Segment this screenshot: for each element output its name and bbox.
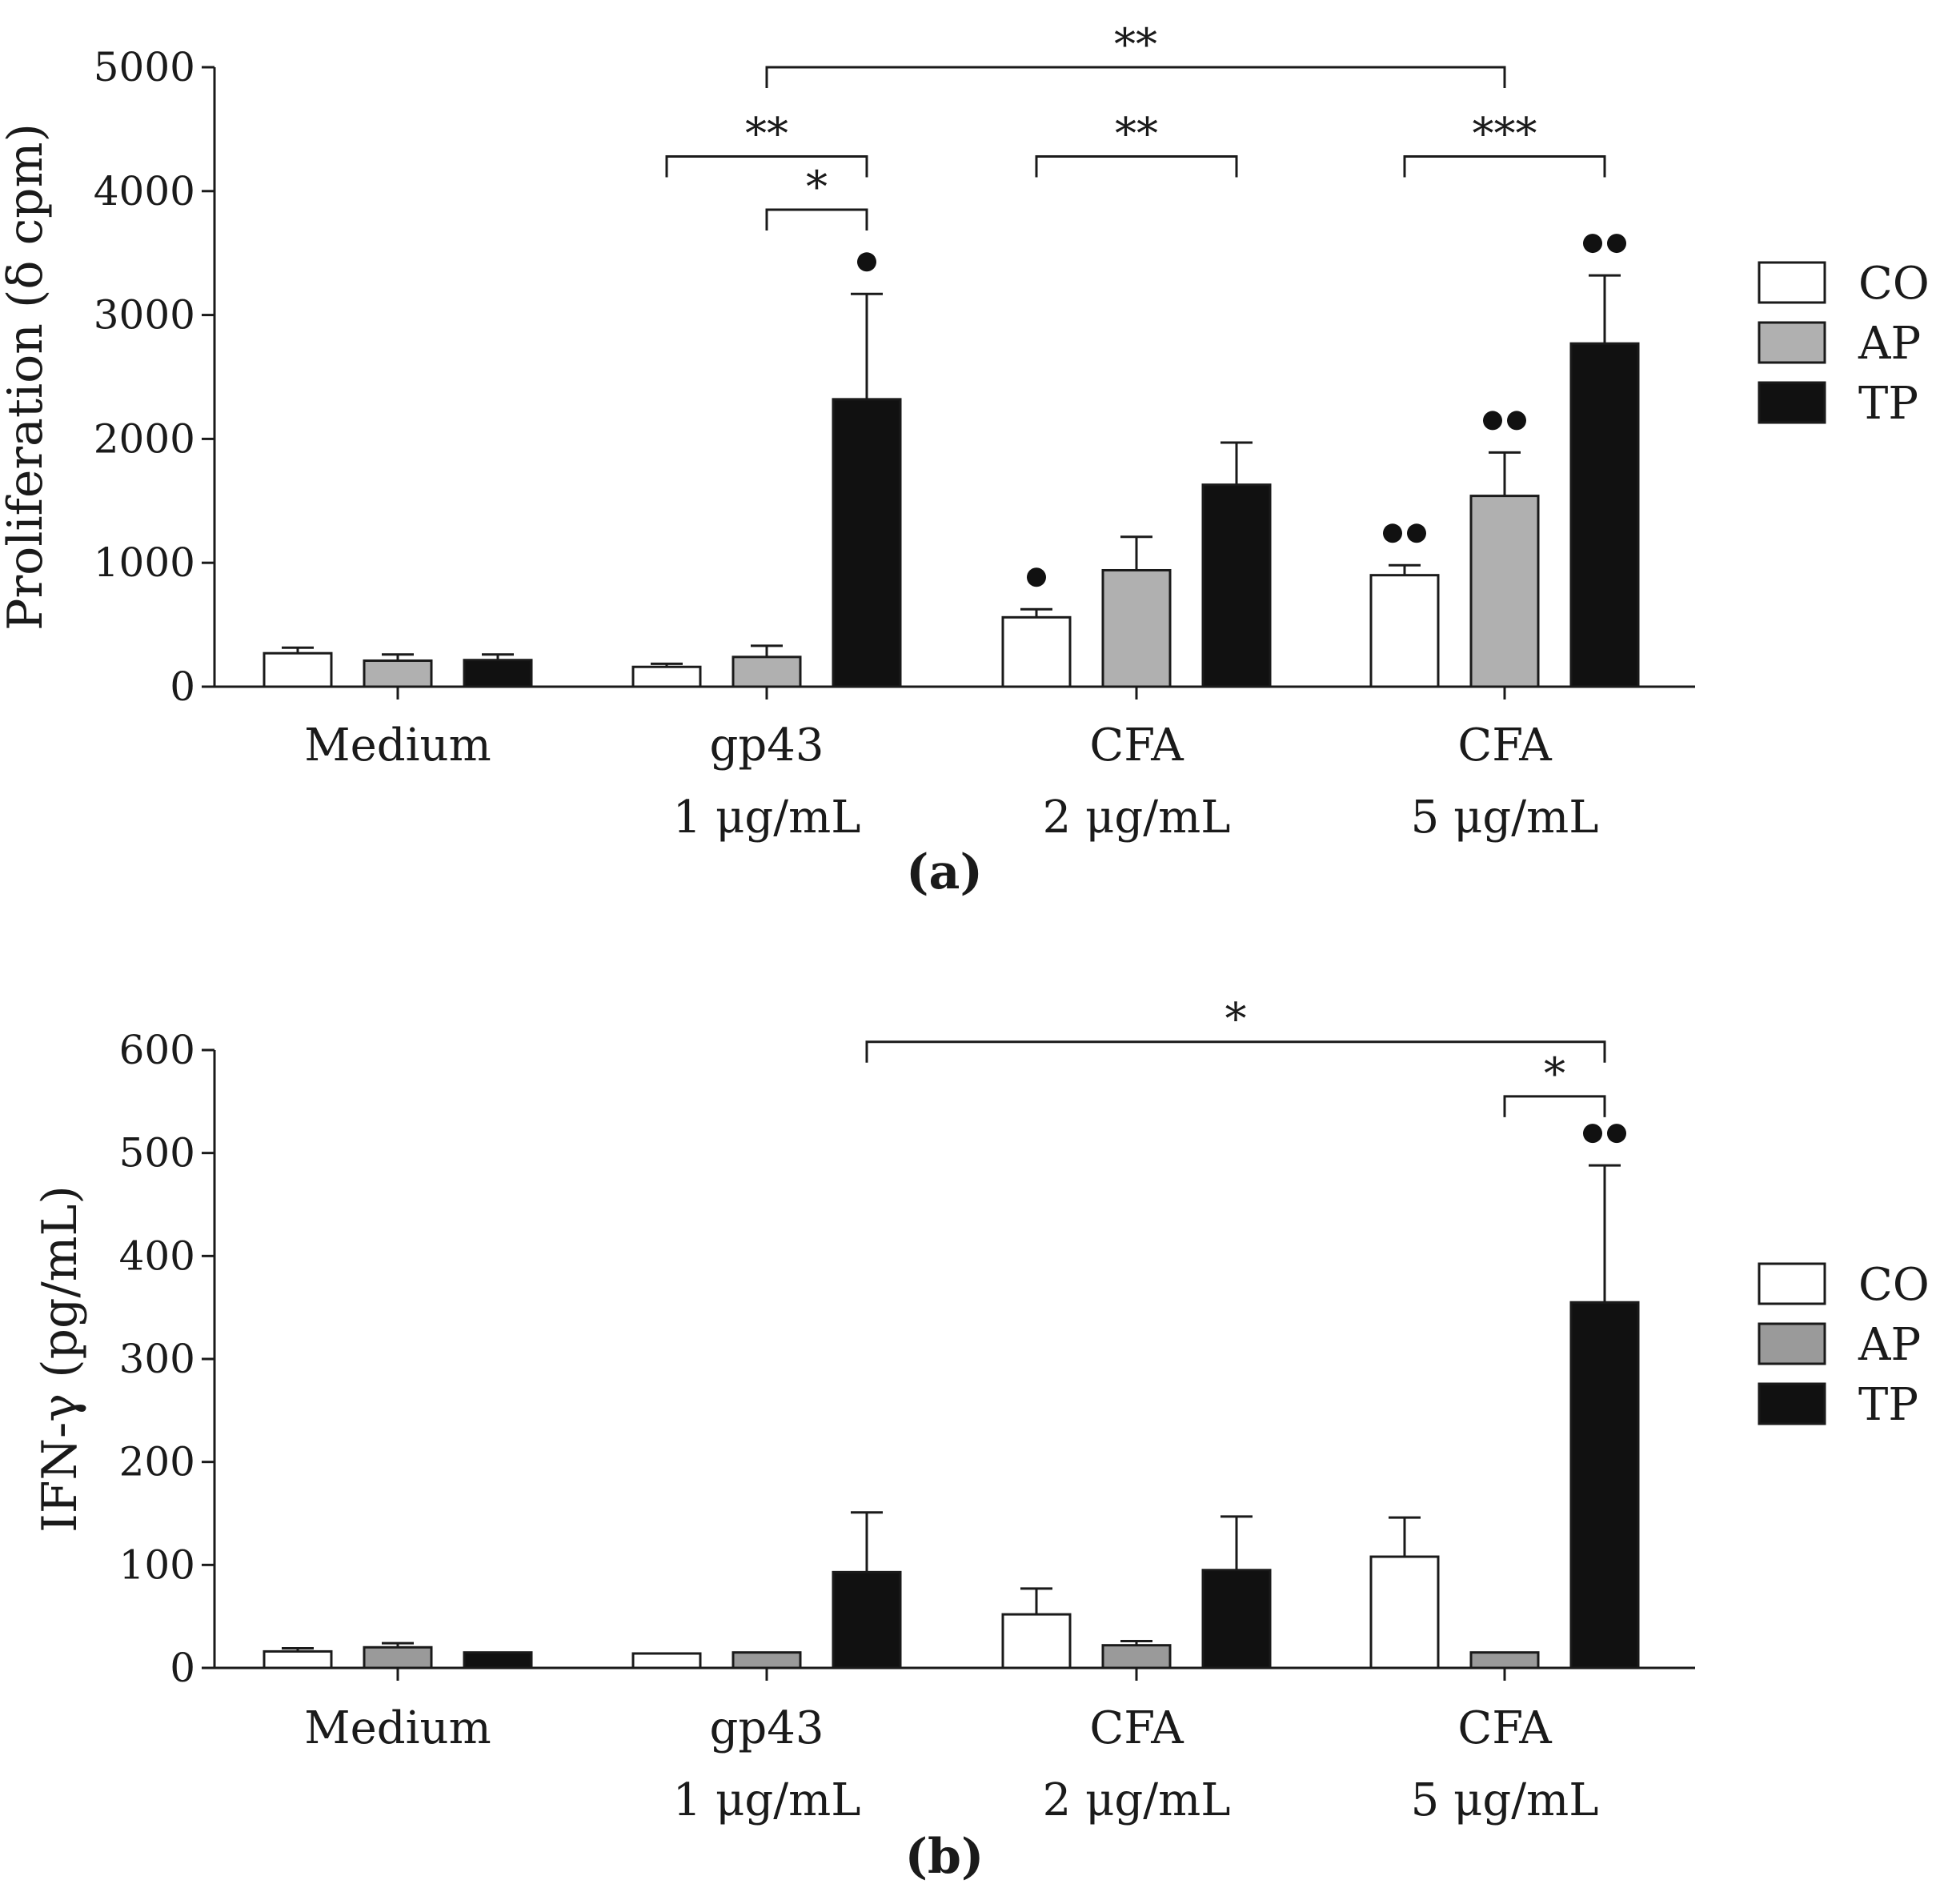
- significance-dot: [1607, 1124, 1626, 1144]
- y-tick-label: 2000: [94, 415, 195, 462]
- y-tick-label: 100: [119, 1541, 195, 1588]
- significance-bracket: [1503, 1095, 1606, 1117]
- significance-dot: [1583, 1124, 1602, 1144]
- y-tick-label: 4000: [94, 168, 195, 214]
- significance-label: ***: [1473, 108, 1537, 158]
- significance-label: **: [1114, 19, 1157, 70]
- y-axis-label: IFN-γ (pg/mL): [32, 1185, 88, 1533]
- y-tick-label: 200: [119, 1439, 195, 1485]
- significance-dot: [1583, 234, 1602, 254]
- legend-swatch-co: [1758, 1262, 1826, 1305]
- bar-ap: [731, 1651, 802, 1670]
- legend-swatch-ap: [1758, 321, 1826, 364]
- bar-tp: [1201, 1569, 1272, 1670]
- y-tick-label: 400: [119, 1233, 195, 1279]
- category-label: CFA: [1457, 1702, 1552, 1754]
- bar-ap: [1101, 568, 1172, 688]
- significance-dot: [1483, 411, 1502, 431]
- significance-bracket: [765, 66, 1506, 88]
- category-label: CFA: [1089, 1702, 1184, 1754]
- bar-tp: [463, 659, 533, 688]
- y-axis-label: Proliferation (δ cpm): [0, 123, 54, 631]
- legend-label: CO: [1858, 1259, 1930, 1311]
- bar-ap: [1101, 1644, 1172, 1670]
- significance-dot: [857, 252, 876, 272]
- legend-label: TP: [1858, 1379, 1918, 1431]
- category-label: CFA: [1457, 720, 1552, 772]
- bar-tp: [832, 398, 902, 688]
- bar-co: [263, 651, 333, 688]
- significance-bracket: [865, 1040, 1606, 1063]
- y-tick-label: 500: [119, 1130, 195, 1176]
- category-sublabel: 2 μg/mL: [1043, 1774, 1231, 1826]
- chart-panel-a: 0 1000 2000 3000 4000 5000 Proliferation (δ cp…: [0, 19, 1930, 900]
- category-sublabel: 5 μg/mL: [1411, 1774, 1599, 1826]
- category-sublabel: 1 μg/mL: [673, 1774, 861, 1826]
- significance-label: *: [1225, 994, 1247, 1044]
- bar-tp: [832, 1570, 902, 1670]
- y-tick-label: 0: [170, 1645, 195, 1691]
- y-tick-label: 600: [119, 1027, 195, 1073]
- bar-tp: [1569, 1301, 1640, 1670]
- significance-dot: [1507, 411, 1526, 431]
- bar-co: [263, 1649, 333, 1670]
- significance-dot: [1027, 567, 1046, 587]
- legend-swatch-co: [1758, 261, 1826, 304]
- bar-co: [1001, 1613, 1072, 1670]
- significance-bracket: [665, 154, 868, 178]
- bar-ap: [363, 659, 433, 688]
- bar-co: [1369, 1555, 1440, 1670]
- category-label: gp43: [710, 720, 824, 772]
- category-label: Medium: [304, 720, 491, 772]
- significance-bracket: [765, 208, 868, 231]
- legend-label: AP: [1858, 318, 1921, 370]
- bar-tp: [1201, 483, 1272, 688]
- category-sublabel: 5 μg/mL: [1411, 792, 1599, 844]
- significance-label: *: [1544, 1048, 1565, 1099]
- y-tick-label: 300: [119, 1336, 195, 1382]
- category-label: Medium: [304, 1702, 491, 1754]
- significance-label: *: [806, 162, 828, 212]
- significance-label: **: [745, 108, 788, 158]
- chart-panel-b: 0 100 200 300 400 500 600 IFN-γ (pg/mL) Medium gp…: [32, 994, 1930, 1885]
- bar-co: [631, 665, 702, 688]
- legend-label: CO: [1858, 258, 1930, 310]
- significance-dot: [1383, 523, 1402, 543]
- bar-co: [1369, 574, 1440, 688]
- y-tick-label: 3000: [94, 292, 195, 339]
- bar-ap: [363, 1645, 433, 1670]
- panel-label: (b): [905, 1829, 984, 1885]
- bar-ap: [731, 655, 802, 688]
- significance-dot: [1407, 523, 1426, 543]
- significance-bracket: [1035, 154, 1238, 178]
- significance-dot: [1607, 234, 1626, 254]
- y-tick-label: 5000: [94, 44, 195, 90]
- category-sublabel: 2 μg/mL: [1043, 792, 1231, 844]
- y-tick-label: 0: [170, 663, 195, 710]
- category-label: CFA: [1089, 720, 1184, 772]
- bar-ap: [1469, 495, 1540, 688]
- significance-label: **: [1115, 108, 1158, 158]
- legend-swatch-ap: [1758, 1322, 1826, 1365]
- bar-tp: [463, 1651, 533, 1670]
- category-sublabel: 1 μg/mL: [673, 792, 861, 844]
- legend-label: TP: [1858, 378, 1918, 430]
- legend-swatch-tp: [1758, 381, 1826, 424]
- category-label: gp43: [710, 1702, 824, 1754]
- bar-co: [1001, 615, 1072, 688]
- panel-label: (a): [906, 844, 983, 900]
- significance-bracket: [1403, 154, 1606, 178]
- y-tick-label: 1000: [94, 539, 195, 586]
- legend-swatch-tp: [1758, 1382, 1826, 1425]
- bar-ap: [1469, 1651, 1540, 1670]
- bar-tp: [1569, 342, 1640, 688]
- legend-label: AP: [1858, 1319, 1921, 1371]
- bar-co: [631, 1652, 702, 1670]
